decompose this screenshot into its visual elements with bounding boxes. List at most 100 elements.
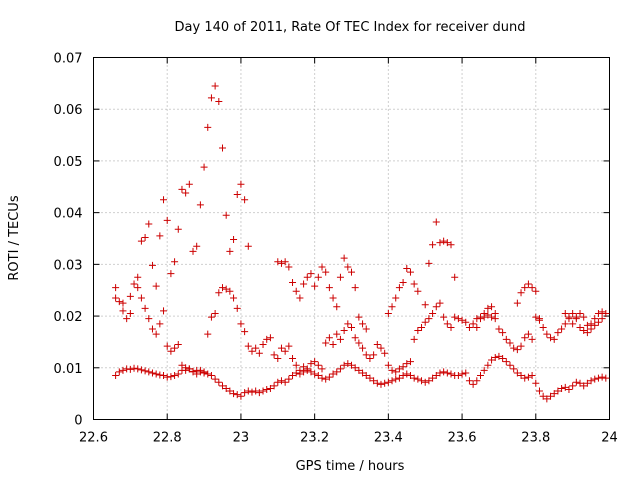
data-point bbox=[285, 375, 293, 383]
data-point bbox=[425, 259, 433, 267]
data-point bbox=[333, 303, 341, 311]
data-point bbox=[230, 294, 238, 302]
data-point bbox=[270, 382, 278, 390]
data-point bbox=[569, 309, 577, 317]
data-point bbox=[123, 365, 131, 373]
data-point bbox=[421, 301, 429, 309]
data-point bbox=[215, 378, 223, 386]
data-point bbox=[392, 368, 400, 376]
data-point bbox=[598, 373, 606, 381]
data-point bbox=[185, 180, 193, 188]
x-tick-label: 22.8 bbox=[153, 431, 182, 446]
data-point bbox=[126, 292, 134, 300]
data-point bbox=[410, 335, 418, 343]
data-point bbox=[510, 365, 518, 373]
data-point bbox=[436, 369, 444, 377]
data-point bbox=[340, 254, 348, 262]
y-tick-label: 0.04 bbox=[54, 207, 83, 222]
data-point bbox=[174, 341, 182, 349]
data-point bbox=[399, 278, 407, 286]
data-point bbox=[491, 315, 499, 323]
data-point bbox=[211, 375, 219, 383]
data-point bbox=[351, 334, 359, 342]
data-point bbox=[314, 372, 322, 380]
data-point bbox=[215, 97, 223, 105]
y-axis-label: ROTI / TECUs bbox=[7, 195, 22, 280]
data-point bbox=[547, 392, 555, 400]
data-point bbox=[414, 375, 422, 383]
data-point bbox=[421, 378, 429, 386]
data-point bbox=[255, 349, 263, 357]
data-point bbox=[359, 320, 367, 328]
data-point bbox=[513, 346, 521, 354]
data-point bbox=[115, 298, 123, 306]
data-point bbox=[410, 374, 418, 382]
y-tick-label: 0.03 bbox=[54, 258, 83, 273]
data-point bbox=[462, 369, 470, 377]
data-point bbox=[230, 236, 238, 244]
data-point bbox=[322, 339, 330, 347]
data-point bbox=[292, 287, 300, 295]
data-point bbox=[263, 335, 271, 343]
data-point bbox=[355, 339, 363, 347]
data-point bbox=[580, 327, 588, 335]
data-point bbox=[259, 341, 267, 349]
data-point bbox=[156, 320, 164, 328]
data-point bbox=[517, 289, 525, 297]
data-point bbox=[370, 351, 378, 359]
data-point bbox=[340, 327, 348, 335]
data-point bbox=[112, 284, 120, 292]
data-point bbox=[171, 344, 179, 352]
data-point bbox=[362, 372, 370, 380]
data-point bbox=[137, 294, 145, 302]
data-point bbox=[421, 318, 429, 326]
data-point bbox=[174, 225, 182, 233]
data-point bbox=[274, 258, 282, 266]
data-point bbox=[189, 247, 197, 255]
data-point bbox=[300, 280, 308, 288]
data-point bbox=[141, 304, 149, 312]
data-point bbox=[558, 325, 566, 333]
data-point bbox=[329, 370, 337, 378]
data-point bbox=[506, 339, 514, 347]
data-point bbox=[425, 377, 433, 385]
data-point bbox=[535, 315, 543, 323]
data-point bbox=[447, 370, 455, 378]
data-point bbox=[440, 237, 448, 245]
data-point bbox=[454, 315, 462, 323]
data-point bbox=[130, 280, 138, 288]
data-point bbox=[465, 377, 473, 385]
data-point bbox=[517, 342, 525, 350]
data-point bbox=[270, 351, 278, 359]
data-point bbox=[340, 361, 348, 369]
y-tick-label: 0 bbox=[74, 414, 82, 429]
data-point bbox=[318, 263, 326, 271]
data-point bbox=[392, 294, 400, 302]
data-point bbox=[163, 373, 171, 381]
data-point bbox=[119, 366, 127, 374]
data-point bbox=[200, 368, 208, 376]
data-point bbox=[204, 370, 212, 378]
data-point bbox=[137, 366, 145, 374]
data-point bbox=[230, 390, 238, 398]
data-point bbox=[314, 361, 322, 369]
data-point bbox=[561, 383, 569, 391]
data-point bbox=[377, 344, 385, 352]
data-point bbox=[587, 320, 595, 328]
data-point bbox=[289, 278, 297, 286]
data-point bbox=[237, 180, 245, 188]
axis-ticks: 22.6 22.8 23 23.2 23.4 23.6 23.8 24 0 0.01 0.02 0.0… bbox=[54, 52, 618, 446]
data-point bbox=[141, 233, 149, 241]
data-point bbox=[167, 270, 175, 278]
data-point bbox=[384, 361, 392, 369]
x-tick-label: 22.6 bbox=[79, 431, 108, 446]
data-point bbox=[583, 379, 591, 387]
data-point bbox=[602, 309, 610, 317]
data-point bbox=[248, 388, 256, 396]
y-tick-label: 0.06 bbox=[54, 103, 83, 118]
data-point bbox=[510, 344, 518, 352]
data-point bbox=[539, 392, 547, 400]
data-point bbox=[480, 313, 488, 321]
data-point bbox=[226, 247, 234, 255]
data-point bbox=[550, 390, 558, 398]
